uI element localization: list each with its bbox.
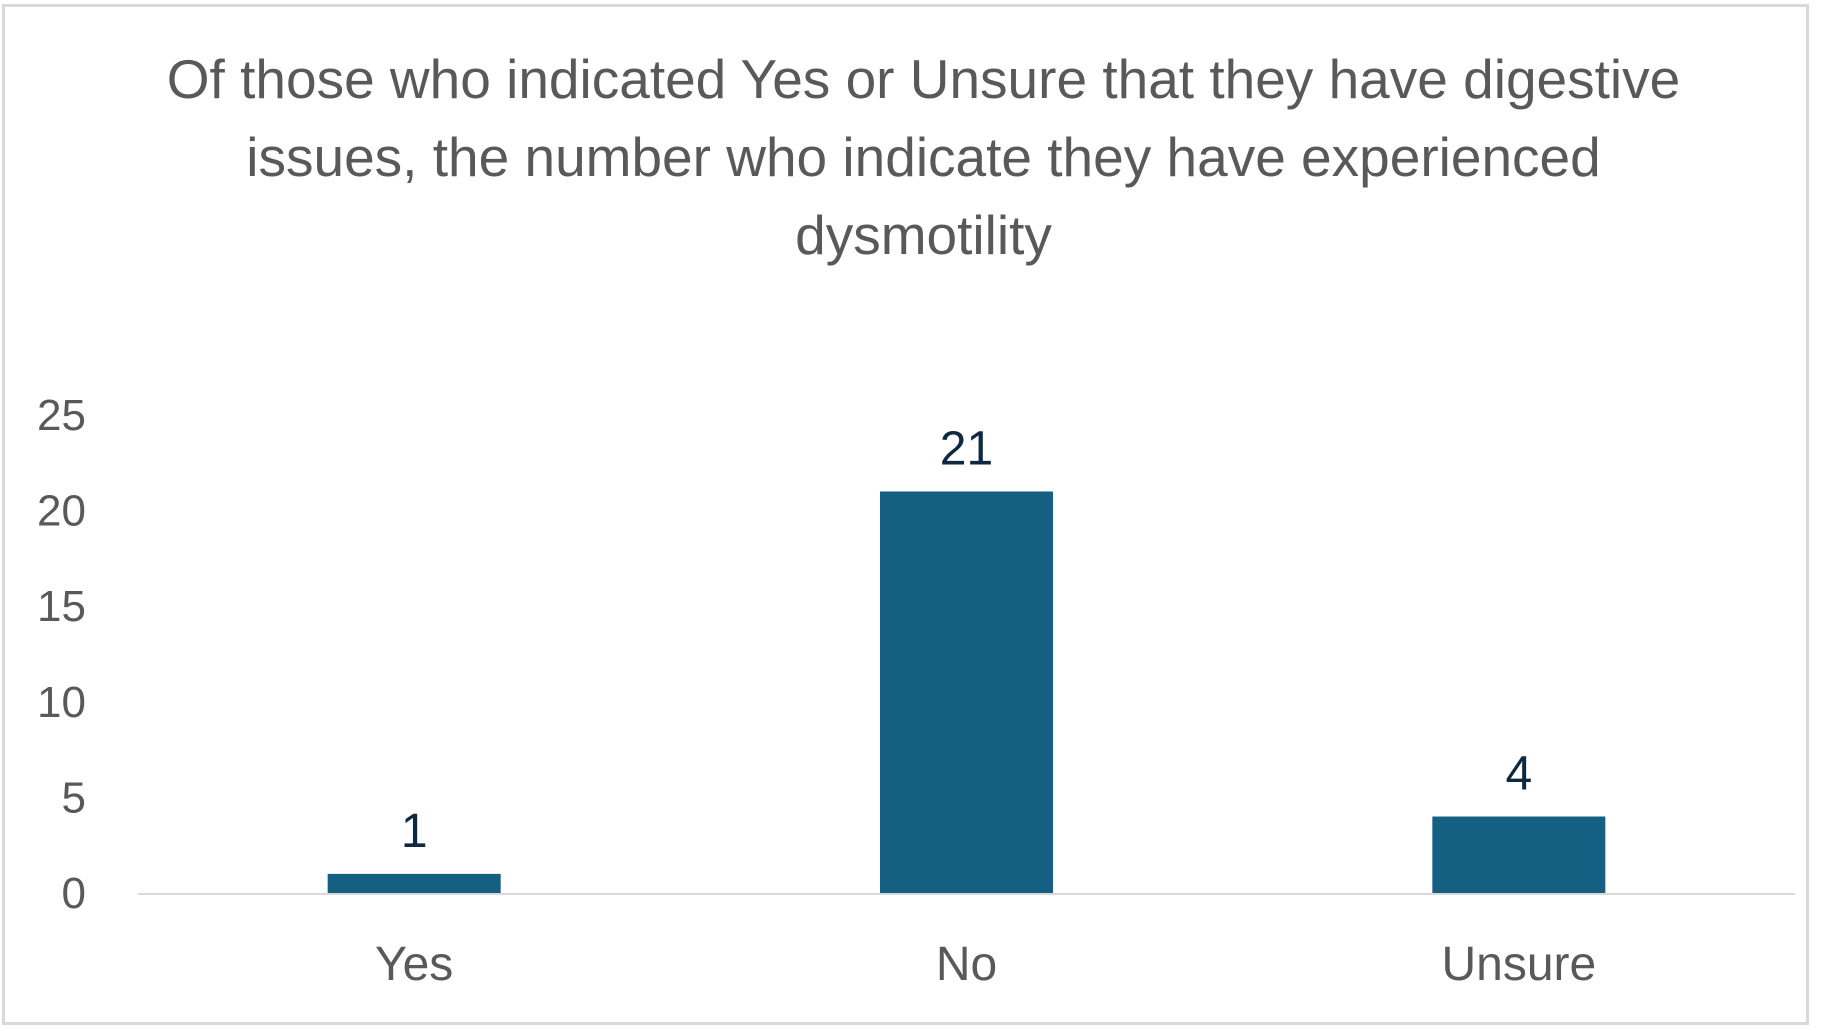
category-label-no: No — [936, 938, 997, 991]
category-label-yes: Yes — [375, 938, 453, 991]
data-label-no: 21 — [940, 422, 993, 475]
bar-unsure — [1432, 816, 1606, 893]
y-tick-label-10: 10 — [37, 678, 86, 727]
data-label-yes: 1 — [401, 805, 428, 858]
y-tick-label-15: 15 — [37, 582, 86, 631]
y-tick-label-0: 0 — [62, 869, 86, 918]
bar-yes — [327, 873, 501, 893]
category-label-unsure: Unsure — [1441, 938, 1596, 991]
data-labels: 1 21 4 — [401, 422, 1532, 857]
bar-series — [327, 491, 1606, 893]
chart-title: Of those who indicated Yes or Unsure tha… — [166, 48, 1681, 266]
y-tick-label-5: 5 — [62, 773, 86, 822]
x-axis-category-labels: Yes No Unsure — [375, 938, 1596, 991]
y-tick-label-20: 20 — [37, 487, 86, 536]
data-label-unsure: 4 — [1505, 748, 1532, 801]
bar-no — [880, 491, 1053, 893]
y-tick-label-25: 25 — [37, 391, 86, 440]
y-axis-tick-labels: 0 5 10 15 20 25 — [37, 391, 86, 918]
